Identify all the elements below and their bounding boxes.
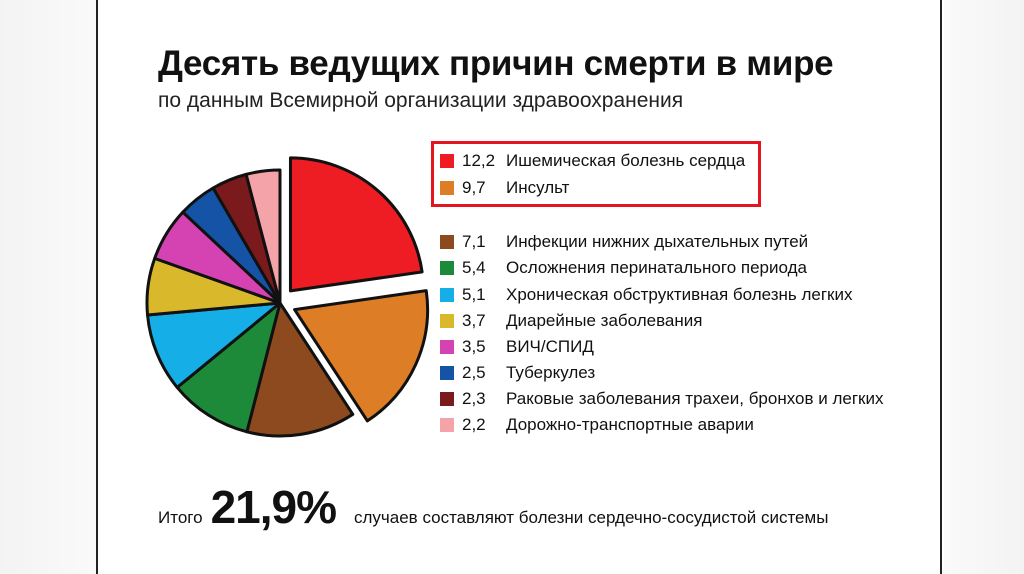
pie-slice xyxy=(175,301,282,434)
legend-value: 9,7 xyxy=(462,178,486,197)
legend-label: Диарейные заболевания xyxy=(506,311,703,330)
highlight-box xyxy=(431,141,761,207)
legend-value: 5,1 xyxy=(462,285,486,304)
pie-chart xyxy=(145,156,430,438)
legend-value: 12,2 xyxy=(462,151,496,170)
legend-item: 7,1 Инфекции нижних дыхательных путей xyxy=(440,232,808,252)
pie-slice xyxy=(293,289,430,423)
summary-prefix: Итого xyxy=(158,508,203,527)
legend-item: 2,5 Туберкулез xyxy=(440,363,595,383)
legend-swatch xyxy=(440,181,454,195)
legend-swatch xyxy=(440,314,454,328)
legend-swatch xyxy=(440,154,454,168)
legend-label: Инфекции нижних дыхательных путей xyxy=(506,232,809,251)
legend-label: ВИЧ/СПИД xyxy=(506,337,594,356)
legend-item: 9,7 Инсульт xyxy=(440,178,569,198)
pie-slice xyxy=(146,301,282,389)
legend-label: Туберкулез xyxy=(506,363,596,382)
summary-value: 21,9% xyxy=(210,481,337,533)
legend-swatch xyxy=(440,392,454,406)
legend-label: Хроническая обструктивная болезнь легких xyxy=(506,285,853,304)
legend-value: 2,2 xyxy=(462,415,486,434)
chart-subtitle: по данным Всемирной организации здравоох… xyxy=(158,89,684,112)
pie-slice xyxy=(245,301,355,438)
legend-label: Ишемическая болезнь сердца xyxy=(506,151,746,170)
pie-slice xyxy=(288,156,424,293)
legend-item: 5,4 Осложнения перинатального периода xyxy=(440,258,807,278)
legend-value: 3,5 xyxy=(462,337,486,356)
legend-label: Раковые заболевания трахеи, бронхов и ле… xyxy=(506,389,884,408)
pie-slice xyxy=(244,168,282,305)
summary-line: Итого 21,9% случаев составляют болезни с… xyxy=(158,480,828,534)
legend-swatch xyxy=(440,288,454,302)
legend-swatch xyxy=(440,366,454,380)
legend-label: Осложнения перинатального периода xyxy=(506,258,807,277)
legend-swatch xyxy=(440,235,454,249)
right-background xyxy=(944,0,1024,574)
legend-value: 3,7 xyxy=(462,311,486,330)
legend-value: 5,4 xyxy=(462,258,486,277)
legend-value: 2,5 xyxy=(462,363,486,382)
chart-title: Десять ведущих причин смерти в мире xyxy=(158,44,834,83)
left-background xyxy=(0,0,96,574)
legend-item: 3,5 ВИЧ/СПИД xyxy=(440,337,594,357)
legend-swatch xyxy=(440,340,454,354)
legend-swatch xyxy=(440,418,454,432)
legend-swatch xyxy=(440,261,454,275)
legend-item: 2,3 Раковые заболевания трахеи, бронхов и… xyxy=(440,389,883,409)
legend-item: 12,2 Ишемическая болезнь сердца xyxy=(440,151,745,171)
legend-label: Дорожно-транспортные аварии xyxy=(506,415,754,434)
legend-value: 7,1 xyxy=(462,232,486,251)
legend-item: 3,7 Диарейные заболевания xyxy=(440,311,702,331)
legend-label: Инсульт xyxy=(506,178,570,197)
legend-item: 2,2 Дорожно-транспортные аварии xyxy=(440,415,754,435)
summary-suffix: случаев составляют болезни сердечно-сосу… xyxy=(354,508,829,527)
legend-value: 2,3 xyxy=(462,389,486,408)
legend-item: 5,1 Хроническая обструктивная болезнь лег… xyxy=(440,285,853,305)
slide: Десять ведущих причин смерти в мире по д… xyxy=(96,0,942,574)
